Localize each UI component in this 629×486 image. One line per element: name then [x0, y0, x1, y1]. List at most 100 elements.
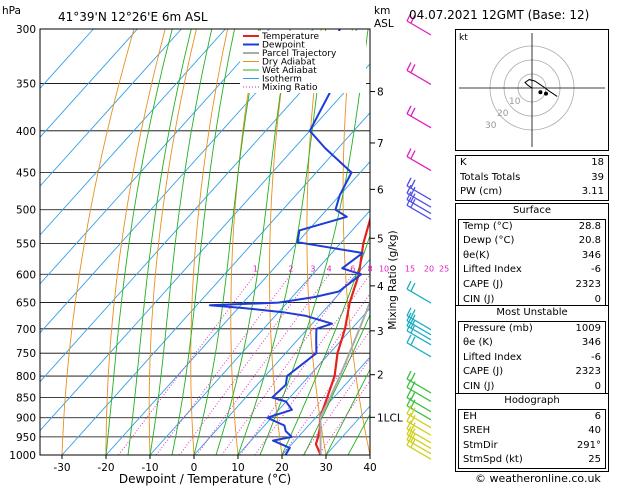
hodo-row: EH 6	[463, 410, 601, 422]
surface-table: Surface Temp (°C) 28.8 Dewp (°C) 20.8 θe(K…	[455, 203, 609, 312]
legend-temperature: Temperature	[261, 32, 319, 42]
isotherm-line	[40, 29, 138, 138]
wind-barb	[406, 334, 432, 358]
mixing-ratio-line	[282, 329, 370, 455]
wind-barb	[406, 280, 432, 304]
pressure-tick-label: 350	[16, 79, 36, 91]
x-tick-label: 10	[231, 462, 244, 474]
most-unstable-title: Most Unstable	[496, 307, 568, 318]
km-tick-label: 6	[377, 184, 384, 196]
temperature-line	[314, 215, 370, 455]
mu-row: CIN (J) 0	[463, 380, 601, 392]
hodograph-ring-label-20: 20	[497, 109, 509, 119]
hodo-row: StmSpd (kt) 25	[463, 454, 601, 466]
pressure-tick-label: 850	[16, 392, 36, 404]
pressure-tick-label: 950	[16, 432, 36, 444]
dry-adiabat-line	[230, 29, 260, 455]
isotherm-line	[61, 112, 370, 455]
most-unstable-table: Most Unstable Pressure (mb) 1009 θe (K) 34…	[455, 305, 609, 399]
pressure-tick-label: 750	[16, 348, 36, 360]
pressure-tick-label: 900	[16, 413, 36, 425]
hodograph-ring-label-30: 30	[485, 121, 497, 131]
totals-row: Totals Totals 39	[460, 171, 604, 183]
hodograph-unit: kt	[459, 33, 468, 43]
km-tick-label: 7	[377, 138, 384, 150]
pressure-tick-label: 600	[16, 269, 36, 281]
wet-adiabat-line	[281, 234, 370, 455]
legend-isotherm: Isotherm	[262, 75, 302, 85]
mixing-ratio-line	[155, 274, 292, 455]
x-tick-label: -20	[97, 462, 114, 474]
wind-barb	[406, 413, 432, 436]
mixing-ratio-label: 6	[350, 264, 355, 273]
wind-barb	[406, 436, 432, 460]
mixing-ratio-label: 4	[327, 264, 332, 273]
wet-adiabat-line	[325, 368, 370, 455]
units-km: km	[374, 5, 390, 17]
mixing-ratio-line	[318, 379, 370, 455]
pressure-tick-label: 650	[16, 298, 36, 310]
wet-adiabat-line	[171, 29, 236, 455]
surface-row: CIN (J) 0	[463, 293, 601, 305]
isotherm-line	[40, 29, 182, 187]
k-index-row: K 18	[460, 157, 604, 168]
wind-barb	[406, 184, 432, 208]
mixing-ratio-label: 2	[288, 264, 293, 273]
wind-barb	[406, 191, 432, 215]
x-tick-label: 30	[319, 462, 332, 474]
wind-barb	[406, 196, 432, 220]
hodograph-ring-label-10: 10	[509, 97, 521, 107]
pressure-tick-label: 450	[16, 167, 36, 179]
location-title: 41°39'N 12°26'E 6m ASL	[58, 10, 208, 24]
storm-motion-point	[544, 91, 548, 96]
surface-title: Surface	[512, 205, 552, 216]
x-tick-label: 40	[363, 462, 376, 474]
wind-barb	[406, 389, 432, 413]
legend-parcel: Parcel Trajectory	[262, 49, 337, 59]
mu-row: Pressure (mb) 1009	[463, 322, 601, 334]
pw-row: PW (cm) 3.11	[460, 186, 604, 198]
surface-row: θe(K) 346	[463, 249, 601, 261]
legend-mixing-ratio: Mixing Ratio	[262, 83, 318, 93]
dry-adiabat-line	[105, 29, 166, 455]
mixing-ratio-label: 8	[368, 264, 373, 273]
isotherm-line	[40, 29, 270, 285]
hodograph: kt 10 20 30	[455, 29, 609, 151]
hodograph-title: Hodograph	[504, 395, 560, 406]
units-asl: ASL	[374, 18, 394, 30]
isotherm-line	[40, 29, 226, 236]
mixing-ratio-line	[179, 274, 314, 455]
km-tick-label: 2	[377, 370, 384, 382]
dry-adiabat-line	[190, 29, 229, 455]
wet-adiabat-line	[127, 29, 192, 455]
km-tick-label: 3	[377, 326, 384, 338]
hodograph-table: Hodograph EH 6 SREH 40 StmDir 291° StmSpd (…	[455, 393, 609, 472]
hodograph-storm-motion	[538, 90, 548, 96]
dry-adiabat-line	[342, 29, 370, 455]
wind-barb	[406, 426, 432, 449]
wind-barb	[406, 148, 432, 172]
mixing-ratio-label: 15	[405, 264, 415, 273]
mixing-ratio-label: 1	[253, 264, 258, 273]
background-lines	[40, 29, 370, 455]
mixing-ratio-line	[196, 274, 330, 455]
wind-barb	[406, 370, 432, 394]
x-tick-label: -10	[141, 462, 158, 474]
wet-adiabat-line	[259, 29, 369, 455]
isotherm-line	[149, 209, 370, 455]
mu-row: Lifted Index -6	[463, 351, 601, 363]
pressure-tick-label: 550	[16, 238, 36, 250]
km-tick-label: 1LCL	[377, 412, 403, 424]
isotherm-line	[40, 29, 358, 383]
surface-row: Lifted Index -6	[463, 264, 601, 276]
mixing-ratio-line	[118, 274, 256, 455]
wet-adiabat-line	[193, 29, 261, 455]
mu-row: θe (K) 346	[463, 337, 601, 349]
dry-adiabat-line	[148, 29, 197, 455]
km-tick-label: 5	[377, 233, 384, 245]
mixing-ratio-line	[221, 274, 354, 455]
mixing-ratio-label: 20	[424, 264, 434, 273]
wind-barb	[406, 177, 432, 201]
isotherm-line	[237, 307, 370, 455]
